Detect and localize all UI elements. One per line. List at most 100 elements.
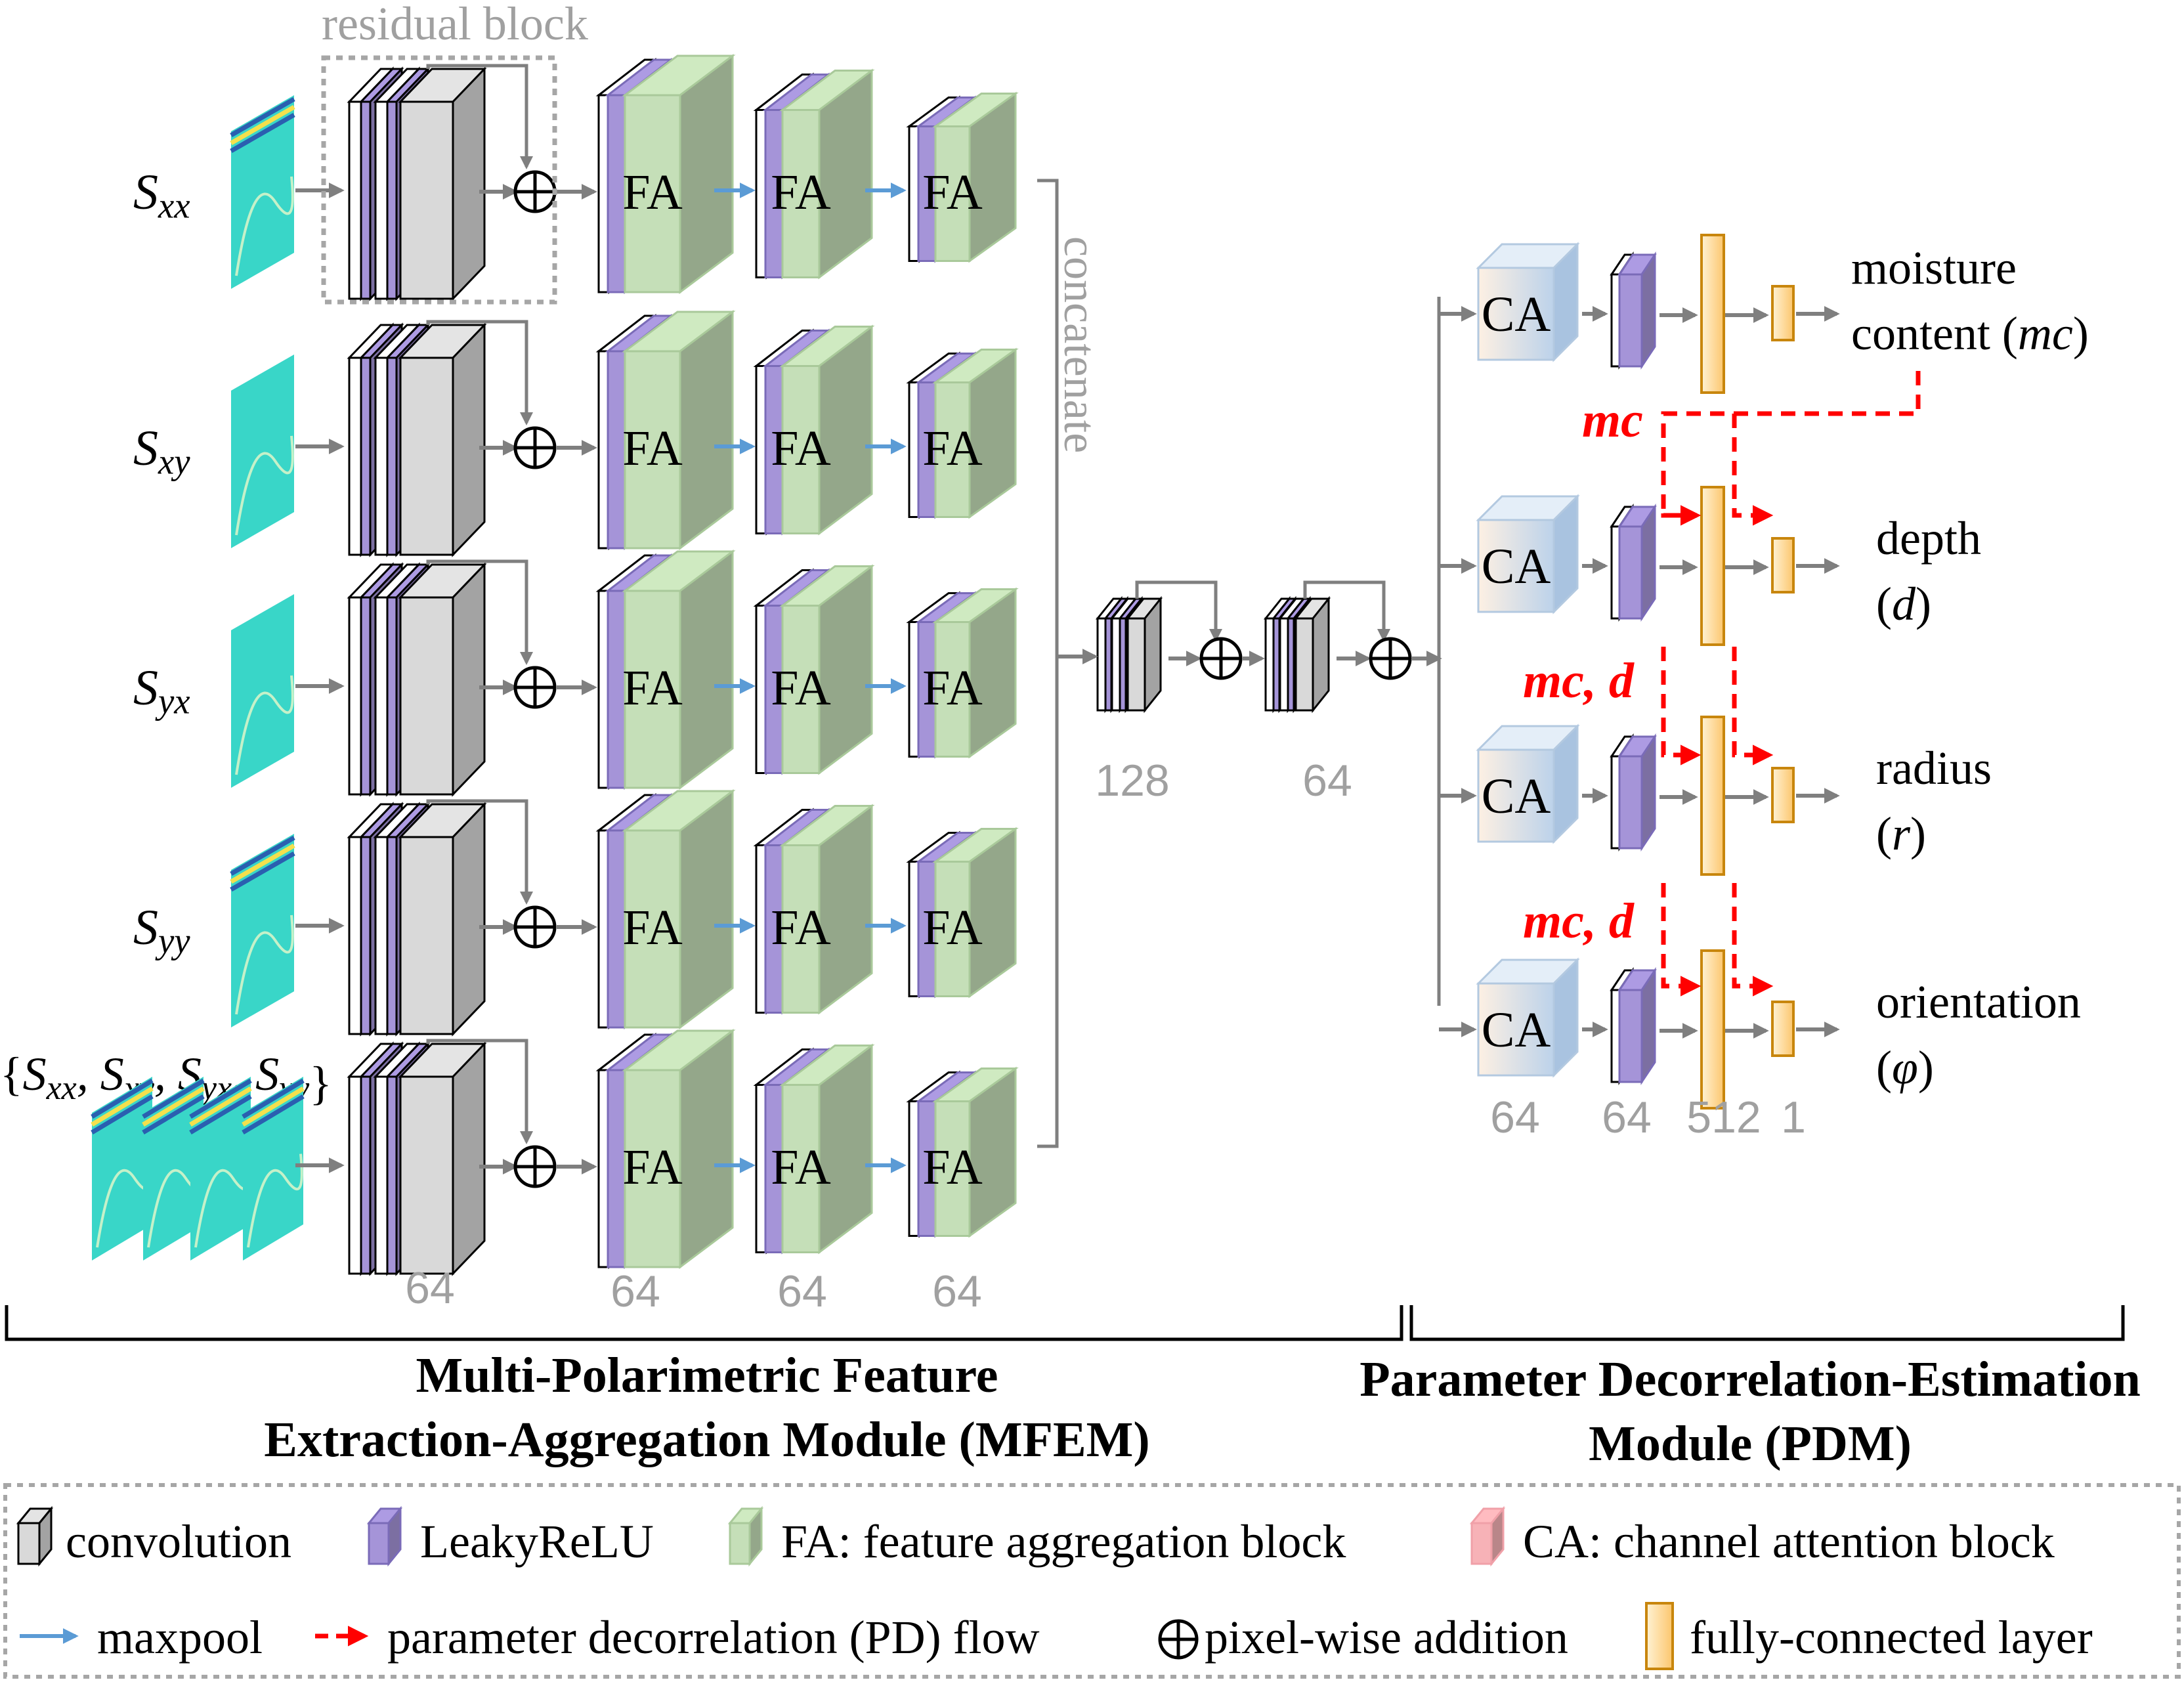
input-image-syy bbox=[230, 834, 295, 1027]
ca-label: CA bbox=[1482, 769, 1551, 824]
pdm-branch-3: CA radius (r) bbox=[1439, 716, 1992, 876]
fa-block-1: FA bbox=[595, 310, 736, 551]
skip-connection bbox=[426, 1039, 533, 1144]
fa-label: FA bbox=[771, 1140, 831, 1195]
fa-body bbox=[779, 1043, 875, 1255]
fa-body bbox=[622, 1029, 736, 1269]
output-symbol-3: (r) bbox=[1876, 808, 1926, 860]
channel-count-pdm-2: 64 bbox=[1602, 1092, 1652, 1142]
channel-count-pdm-4: 1 bbox=[1781, 1092, 1806, 1142]
fa-body bbox=[932, 347, 1019, 519]
merge-residual-block-2 bbox=[1263, 580, 1390, 714]
concatenate-bracket bbox=[1037, 179, 1059, 1148]
legend-addition-label: pixel-wise addition bbox=[1205, 1611, 1568, 1664]
channel-count-res_block: 64 bbox=[405, 1263, 455, 1313]
fa-block-1: FA bbox=[595, 789, 736, 1030]
legend-addition-icon bbox=[1158, 1619, 1199, 1660]
fa-block-3: FA bbox=[906, 827, 1019, 999]
mfem-title-line1: Multi-Polarimetric Feature bbox=[416, 1348, 998, 1403]
fa-label: FA bbox=[771, 421, 831, 476]
fa-block-1: FA bbox=[595, 1029, 736, 1270]
fc-layer-1 bbox=[1771, 537, 1795, 593]
residual-block bbox=[347, 799, 533, 1037]
pdm-title-line2: Module (PDM) bbox=[1589, 1416, 1912, 1471]
fa-block-2: FA bbox=[753, 564, 875, 775]
fa-label: FA bbox=[922, 1140, 983, 1195]
fa-label: FA bbox=[922, 421, 983, 476]
fa-body bbox=[932, 827, 1019, 999]
conv-layer bbox=[398, 562, 487, 797]
mfem-row-4: Syy FA FA FA bbox=[133, 789, 1019, 1037]
fc-layer-512 bbox=[1700, 486, 1725, 646]
fa-label: FA bbox=[922, 900, 983, 955]
pdm-branch-4: CA orientation (φ) bbox=[1439, 949, 2081, 1110]
fa-block-3: FA bbox=[906, 91, 1019, 263]
ca-block: CA bbox=[1476, 494, 1580, 615]
legend-maxpool-label: maxpool bbox=[97, 1611, 263, 1664]
fc-layer-1 bbox=[1771, 1001, 1795, 1057]
input-image-sxx bbox=[230, 95, 295, 289]
pd-flow-arrow bbox=[1732, 647, 1774, 766]
fa-label: FA bbox=[922, 660, 983, 716]
fa-label: FA bbox=[771, 165, 831, 220]
mfem-row-5: {Sxx, Sxy, Syx, Syy} FA FA FA bbox=[0, 1029, 1019, 1276]
input-label-syy: Syy bbox=[133, 900, 190, 961]
mfem-bracket bbox=[5, 1305, 1403, 1341]
ca-block: CA bbox=[1476, 242, 1580, 362]
legend-leakyrelu-label: LeakyReLU bbox=[420, 1515, 654, 1568]
fa-block-1: FA bbox=[595, 550, 736, 790]
skip-connection bbox=[426, 64, 533, 169]
input-label-sxx: Sxx bbox=[133, 165, 190, 226]
legend-fa-label: FA: feature aggregation block bbox=[781, 1515, 1346, 1568]
channel-count-merge1: 128 bbox=[1095, 756, 1169, 806]
residual-block bbox=[347, 320, 533, 557]
fa-block-2: FA bbox=[753, 324, 875, 536]
ca-label: CA bbox=[1482, 539, 1551, 594]
input-label-set: {Sxx, Sxy, Syx, Syy} bbox=[0, 1048, 332, 1110]
input-image-sxy bbox=[231, 355, 294, 548]
fa-body bbox=[779, 68, 875, 280]
legend-convolution-icon bbox=[16, 1505, 54, 1567]
fa-block-3: FA bbox=[906, 347, 1019, 519]
pd-label-3: mc, d bbox=[1523, 894, 1635, 949]
fa-label: FA bbox=[922, 165, 983, 220]
output-name-1: moisture bbox=[1851, 242, 2017, 294]
output-name-3: radius bbox=[1876, 742, 1992, 794]
addition-node bbox=[513, 426, 557, 469]
output-symbol-1: content (mc) bbox=[1851, 307, 2089, 360]
input-label-syx: Syx bbox=[133, 660, 190, 722]
channel-count-fa1: 64 bbox=[610, 1266, 660, 1316]
mfem-row-1: Sxx FA FA FA bbox=[133, 54, 1019, 301]
pd-flow-arrow bbox=[1732, 883, 1774, 997]
channel-count-fa3: 64 bbox=[932, 1266, 982, 1316]
fa-block-2: FA bbox=[753, 68, 875, 280]
channel-count-pdm-1: 64 bbox=[1490, 1092, 1540, 1142]
fa-block-3: FA bbox=[906, 1066, 1019, 1238]
fc-layer-512 bbox=[1700, 949, 1725, 1110]
input-label-sxy: Sxy bbox=[133, 421, 190, 482]
fa-body bbox=[932, 91, 1019, 263]
fa-label: FA bbox=[622, 421, 683, 476]
pd-flow-arrow bbox=[1732, 414, 1774, 526]
residual-block bbox=[347, 559, 533, 797]
fa-body bbox=[932, 1066, 1019, 1238]
concatenate-label: concatenate bbox=[1054, 236, 1105, 453]
ca-label: CA bbox=[1482, 1003, 1551, 1058]
pd-label-2: mc, d bbox=[1523, 653, 1635, 708]
output-symbol-2: (d) bbox=[1876, 578, 1931, 630]
residual-block bbox=[347, 64, 533, 301]
fa-block-1: FA bbox=[595, 54, 736, 295]
fa-label: FA bbox=[622, 900, 683, 955]
skip-connection bbox=[426, 799, 533, 905]
mfem-row-2: Sxy FA FA FA bbox=[133, 310, 1019, 557]
fa-body bbox=[622, 54, 736, 294]
legend-leakyrelu-icon bbox=[366, 1505, 403, 1567]
addition-node-merge-1 bbox=[1199, 637, 1243, 680]
fc-layer-1 bbox=[1771, 767, 1795, 823]
addition-node-merge-2 bbox=[1369, 637, 1412, 680]
mfem-title-line2: Extraction-Aggregation Module (MFEM) bbox=[264, 1412, 1149, 1467]
channel-count-merge2: 64 bbox=[1302, 756, 1352, 806]
fa-label: FA bbox=[771, 660, 831, 716]
merge-residual-block-1 bbox=[1095, 580, 1222, 714]
pd-flows: mc mc, d mc, d bbox=[1523, 371, 1921, 997]
